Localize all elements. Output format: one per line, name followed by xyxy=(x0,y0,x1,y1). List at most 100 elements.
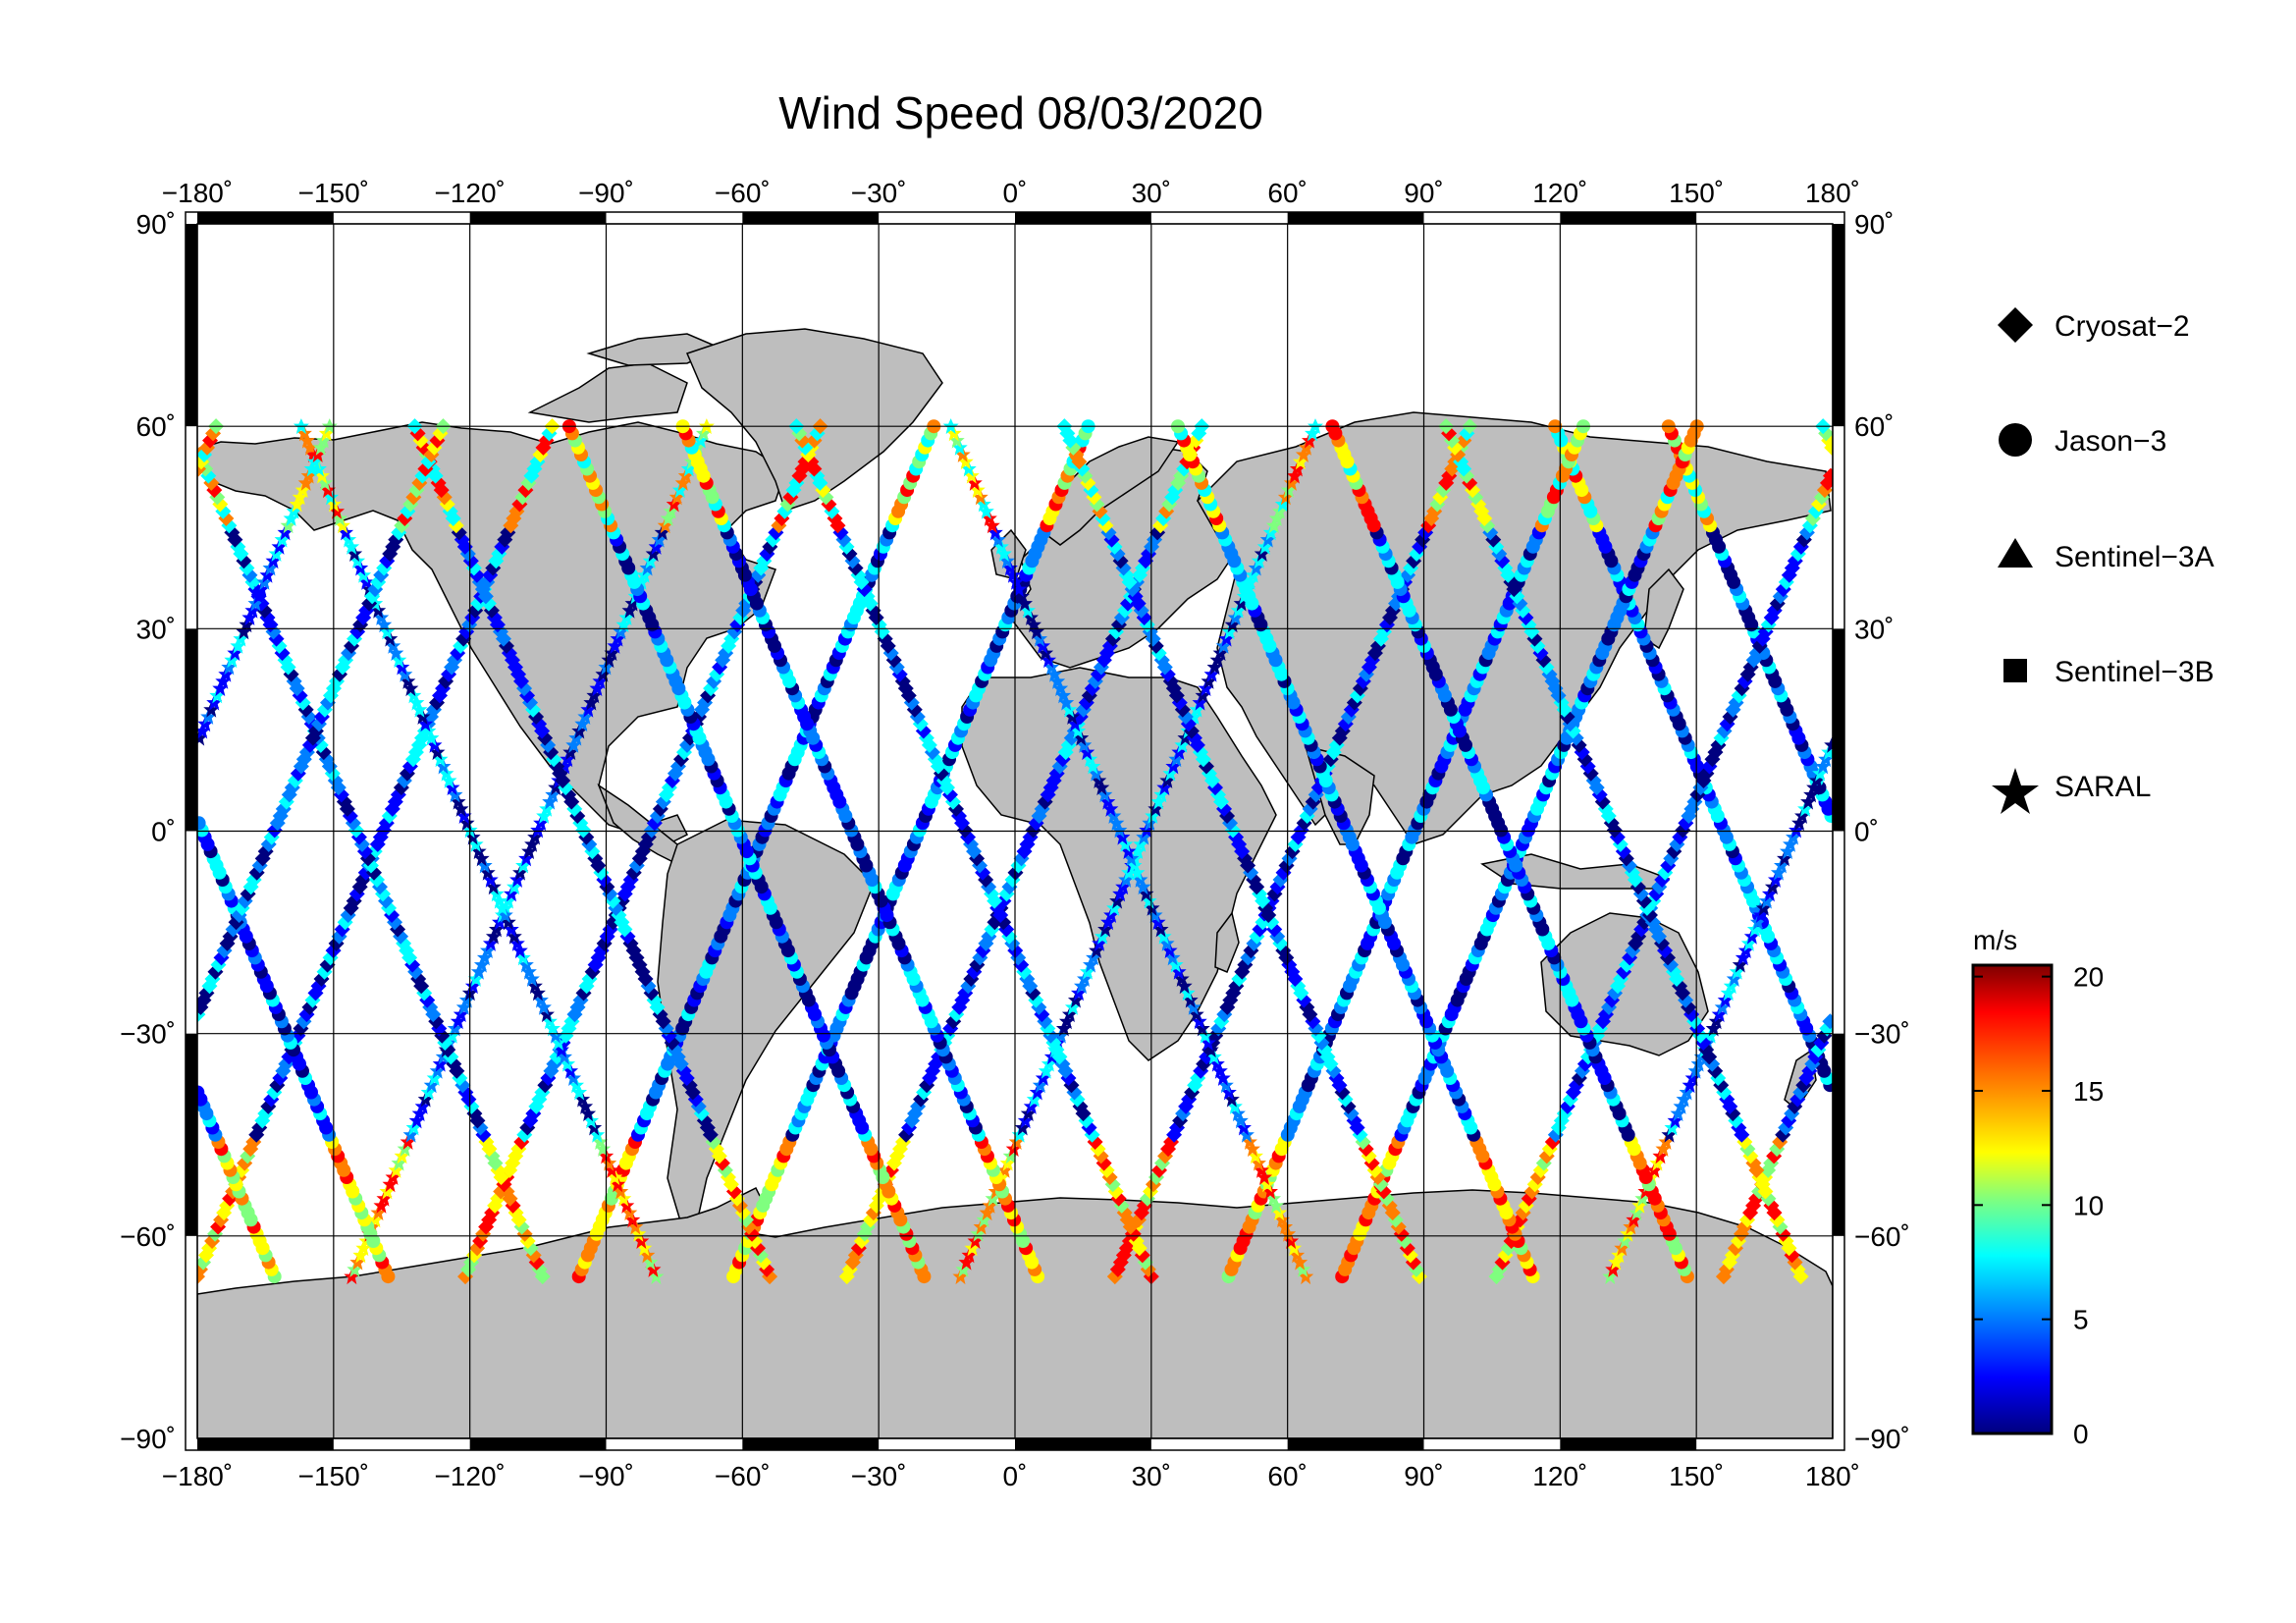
track-point xyxy=(1248,560,1264,576)
track-point xyxy=(423,730,440,746)
track-point xyxy=(1067,992,1084,1008)
land-canadian-archipelago xyxy=(527,362,688,423)
track-point xyxy=(280,517,296,534)
lon-label-bottom: 180˚ xyxy=(1805,1461,1860,1491)
track-point xyxy=(1277,489,1294,506)
frame-segment xyxy=(1287,1438,1424,1450)
lon-label-bottom: 60˚ xyxy=(1267,1461,1307,1491)
track-point xyxy=(1016,595,1033,612)
track-point xyxy=(1174,736,1191,753)
track-point xyxy=(621,1205,638,1221)
track-point xyxy=(995,546,1012,563)
track-point xyxy=(1732,956,1748,973)
track-point xyxy=(1189,701,1205,718)
track-point xyxy=(973,1218,989,1235)
track-point xyxy=(618,609,635,625)
track-point xyxy=(1740,935,1757,951)
track-point xyxy=(955,1261,972,1277)
track-point xyxy=(1806,780,1823,796)
track-point xyxy=(301,439,318,456)
track-point xyxy=(1094,780,1110,796)
track-point xyxy=(1159,772,1176,788)
track-point xyxy=(344,538,360,555)
track-point xyxy=(982,1197,998,1214)
track-point xyxy=(1259,1176,1276,1193)
track-point xyxy=(954,447,971,463)
track-point xyxy=(1123,850,1140,867)
track-point xyxy=(382,1176,399,1193)
lon-label-top: 0˚ xyxy=(1003,178,1028,208)
track-point xyxy=(297,474,314,491)
track-point xyxy=(218,666,235,682)
track-point xyxy=(978,503,994,519)
track-point xyxy=(1176,978,1193,995)
track-point xyxy=(1617,1232,1633,1249)
track-point xyxy=(1076,971,1093,988)
track-point xyxy=(618,1197,635,1214)
track-point xyxy=(1004,567,1021,583)
track-point xyxy=(352,1247,369,1264)
track-point xyxy=(309,447,326,463)
track-point xyxy=(379,1183,396,1200)
track-point xyxy=(1241,1133,1257,1150)
track-point xyxy=(601,652,617,669)
track-point xyxy=(1133,836,1149,852)
colorbar-unit: m/s xyxy=(1973,925,2017,955)
lat-label-left: −90˚ xyxy=(120,1424,176,1454)
track-point xyxy=(1177,730,1194,746)
track-point xyxy=(1092,935,1108,951)
track-point xyxy=(1079,744,1095,761)
track-point xyxy=(523,971,540,988)
frame-segment xyxy=(197,1438,334,1450)
track-point xyxy=(1658,1133,1675,1150)
legend-label-saral: SARAL xyxy=(2055,771,2151,803)
frame-segment xyxy=(1833,224,1844,427)
track-point xyxy=(526,978,543,995)
track-point xyxy=(417,1091,434,1108)
track-point xyxy=(1761,886,1778,902)
track-point xyxy=(568,730,585,746)
track-point xyxy=(571,723,588,739)
track-point xyxy=(429,744,446,761)
track-point xyxy=(999,1155,1016,1171)
track-point xyxy=(338,524,354,541)
track-point xyxy=(373,609,390,625)
track-point xyxy=(400,1133,416,1150)
track-point xyxy=(237,893,253,909)
track-point xyxy=(636,1240,653,1257)
lon-label-top: −90˚ xyxy=(578,178,634,208)
track-point xyxy=(1803,786,1820,803)
track-point xyxy=(532,992,549,1008)
track-point xyxy=(298,432,315,449)
track-point xyxy=(613,1183,629,1200)
track-point xyxy=(577,709,594,726)
frame-segment xyxy=(186,628,197,832)
track-point xyxy=(432,751,449,768)
track-point xyxy=(645,546,662,563)
track-point xyxy=(1155,928,1172,945)
track-point xyxy=(349,553,366,569)
track-point xyxy=(1055,1020,1072,1037)
track-point xyxy=(580,1106,597,1122)
track-point xyxy=(479,943,496,959)
track-point xyxy=(595,666,612,682)
track-point xyxy=(355,1240,372,1257)
lon-label-bottom: −150˚ xyxy=(298,1461,369,1491)
lon-label-bottom: −30˚ xyxy=(851,1461,907,1491)
track-point xyxy=(227,645,243,662)
track-point xyxy=(230,637,246,654)
track-point xyxy=(1737,943,1754,959)
track-point xyxy=(209,687,226,704)
track-point xyxy=(970,1225,987,1242)
track-point xyxy=(1711,1006,1728,1023)
track-point xyxy=(601,1155,617,1171)
track-point xyxy=(397,1141,413,1158)
track-point xyxy=(1029,623,1045,640)
track-point xyxy=(388,1162,404,1178)
track-point xyxy=(613,623,629,640)
track-point xyxy=(1192,694,1208,711)
track-point xyxy=(450,1013,466,1030)
track-point xyxy=(265,553,282,569)
track-point xyxy=(1168,751,1185,768)
track-point xyxy=(197,447,213,463)
